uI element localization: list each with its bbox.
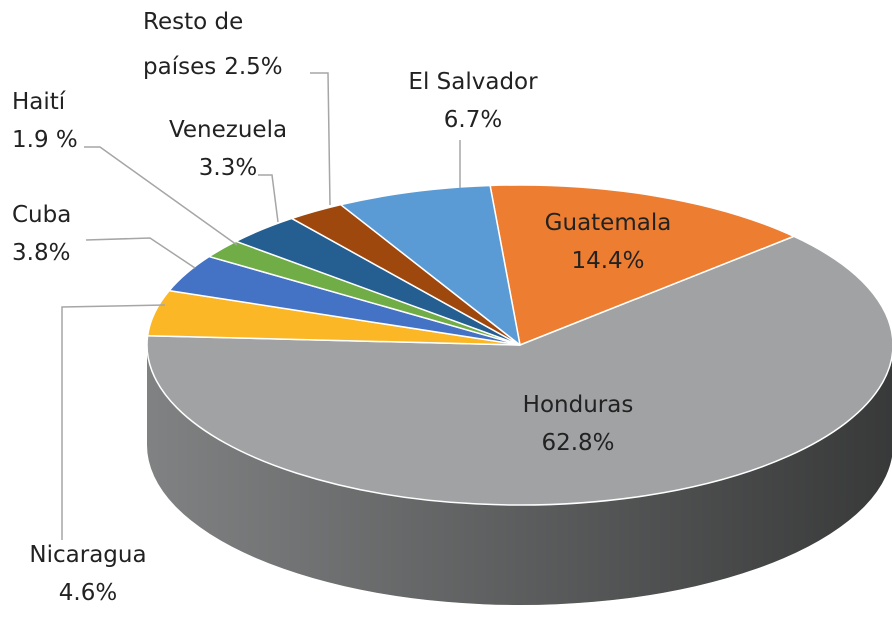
value-label: 1.9 % xyxy=(12,127,78,153)
value-label: 62.8% xyxy=(541,430,615,456)
leader-line xyxy=(85,237,196,269)
pie-tops xyxy=(146,184,892,506)
data-label: Nicaragua 4.6% xyxy=(29,536,146,612)
slice xyxy=(146,235,892,506)
category-label: Honduras xyxy=(522,392,634,418)
category-label: El Salvador xyxy=(408,69,538,95)
category-label: Guatemala xyxy=(544,210,672,236)
value-label: 2.5% xyxy=(224,54,283,80)
category-label: Haití xyxy=(12,89,66,115)
slice-side-shade xyxy=(147,345,892,605)
value-label: 3.8% xyxy=(12,240,71,266)
leader-line xyxy=(61,304,166,540)
data-label: Haití 1.9 % xyxy=(12,83,78,159)
value-label: 4.6% xyxy=(58,580,118,606)
pie-sides xyxy=(147,345,892,605)
data-label: Honduras 62.8% xyxy=(523,386,634,462)
slice xyxy=(340,184,521,346)
value-label: 6.7% xyxy=(443,107,503,133)
leader-line xyxy=(84,146,238,246)
leader-line xyxy=(310,72,331,206)
slice xyxy=(489,184,795,346)
data-label: Guatemala 14.4% xyxy=(545,204,672,280)
leader-line xyxy=(258,174,279,223)
data-label: Cuba 3.8% xyxy=(12,196,71,272)
category-label: Venezuela xyxy=(168,117,288,143)
data-label: Venezuela 3.3% xyxy=(169,111,287,187)
leader-lines xyxy=(61,72,461,540)
data-label: El Salvador 6.7% xyxy=(408,63,537,139)
category-label: Nicaragua xyxy=(29,542,147,568)
value-label: 3.3% xyxy=(198,155,258,181)
value-label: 14.4% xyxy=(571,248,645,274)
category-label: Cuba xyxy=(12,202,72,228)
data-label: Resto de países 2.5% xyxy=(143,0,323,90)
category-label: Resto de países xyxy=(143,9,244,80)
